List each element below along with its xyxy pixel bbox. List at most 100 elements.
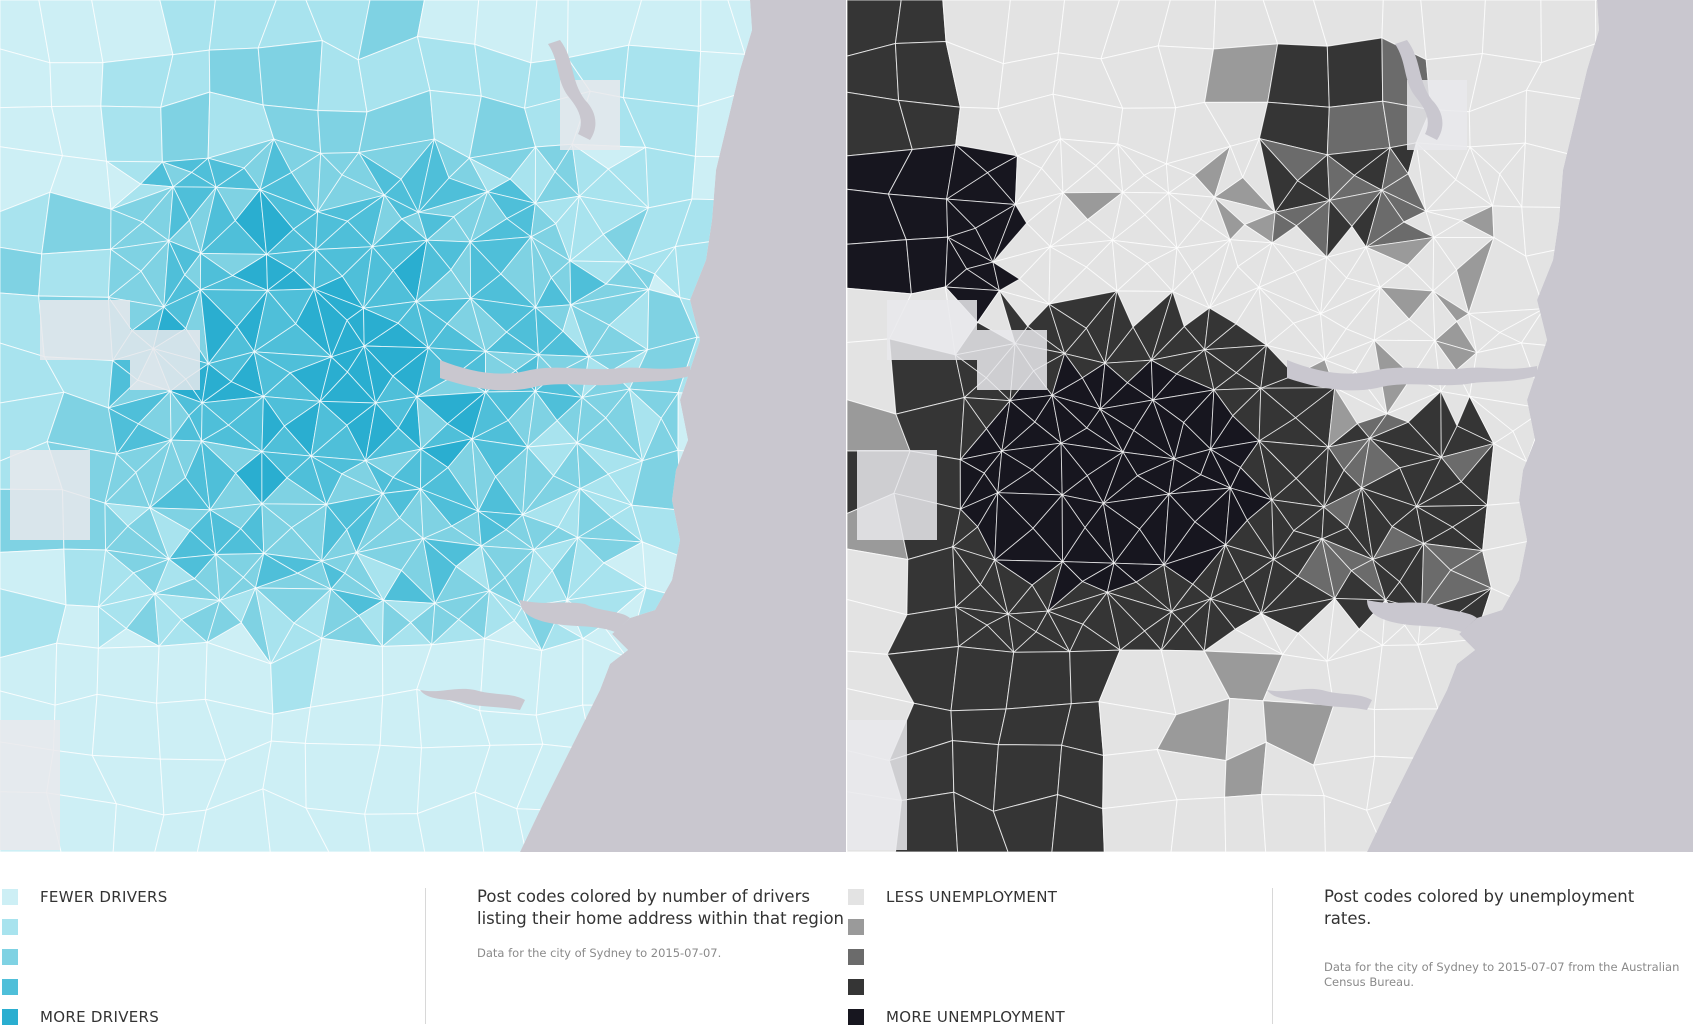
postcode-region	[199, 186, 236, 255]
postcode-region	[169, 389, 190, 442]
postcode-region	[530, 202, 557, 238]
postcode-region	[894, 0, 947, 45]
postcode-region	[1319, 256, 1348, 316]
postcode-region	[261, 395, 285, 453]
postcode-region	[320, 560, 346, 590]
postcode-region	[364, 402, 399, 462]
postcode-region	[200, 439, 237, 512]
legend-swatch	[2, 889, 18, 905]
postcode-region	[1365, 189, 1405, 249]
postcode-region	[1594, 0, 1599, 56]
postcode-region	[364, 813, 426, 852]
postcode-region	[1371, 558, 1401, 601]
postcode-region	[315, 211, 349, 251]
postcode-region	[1360, 486, 1393, 561]
postcode-region	[417, 211, 455, 241]
postcode-region	[1432, 289, 1458, 342]
postcode-region	[196, 788, 271, 852]
postcode-region	[1258, 387, 1297, 442]
postcode-region	[1415, 456, 1462, 508]
postcode-region	[416, 791, 485, 852]
postcode-region	[310, 455, 343, 506]
postcode-region	[950, 645, 1015, 712]
postcode-region	[1151, 398, 1185, 461]
postcode-region	[534, 306, 564, 356]
postcode-region	[1150, 359, 1178, 402]
postcode-region	[215, 553, 244, 602]
postcode-region	[1469, 396, 1514, 445]
postcode-region	[1172, 246, 1193, 293]
postcode-region	[534, 145, 556, 205]
postcode-region	[415, 239, 452, 303]
postcode-region	[954, 353, 988, 399]
postcode-region	[1261, 793, 1326, 852]
postcode-region	[1469, 146, 1501, 208]
postcode-region	[209, 508, 242, 556]
postcode-region	[97, 605, 128, 650]
postcode-region	[1326, 37, 1384, 108]
postcode-regions	[0, 0, 752, 852]
postcode-region	[628, 387, 662, 463]
unemployment-caption-text: Post codes colored by unemployment rates…	[1324, 887, 1635, 928]
postcode-region	[355, 492, 401, 554]
postcode-region	[1267, 43, 1330, 108]
legend-swatch	[2, 919, 18, 935]
postcode-region	[1224, 793, 1267, 852]
postcode-region	[992, 261, 1021, 292]
postcode-region	[1046, 560, 1084, 613]
postcode-region	[253, 350, 291, 398]
postcode-region	[49, 62, 104, 108]
postcode-region	[1326, 153, 1355, 202]
postcode-region	[1365, 246, 1409, 288]
postcode-region	[97, 549, 135, 608]
postcode-region	[1203, 597, 1236, 652]
postcode-region	[416, 395, 449, 451]
postcode-region	[993, 558, 1033, 616]
postcode-region	[1321, 537, 1352, 600]
postcode-region	[469, 190, 508, 243]
divider	[1272, 888, 1273, 1024]
postcode-region	[1326, 199, 1353, 259]
postcode-region	[371, 194, 403, 249]
postcode-region	[201, 362, 232, 404]
divider	[425, 888, 426, 1024]
postcode-region	[992, 793, 1059, 852]
postcode-region	[1209, 543, 1245, 600]
postcode-region	[521, 548, 553, 608]
postcode-region	[945, 144, 989, 201]
postcode-region	[944, 235, 968, 289]
postcode-region	[199, 288, 238, 365]
legend-swatch	[848, 979, 864, 995]
postcode-region	[1209, 447, 1242, 490]
postcode-region	[1258, 137, 1299, 214]
postcode-region	[522, 445, 554, 517]
postcode-region	[1049, 191, 1089, 248]
postcode-region	[576, 396, 607, 445]
postcode-region	[1005, 651, 1072, 710]
postcode-region	[154, 592, 182, 648]
postcode-region	[1373, 286, 1410, 342]
postcode-region	[953, 791, 1009, 852]
postcode-region	[1440, 391, 1458, 458]
postcode-region	[1260, 344, 1296, 389]
postcode-region	[1204, 307, 1237, 351]
postcode-region	[415, 300, 448, 349]
postcode-region	[1102, 450, 1138, 505]
postcode-region	[477, 510, 507, 547]
postcode-region	[1326, 100, 1391, 156]
postcode-region	[1271, 498, 1295, 561]
harbour-water	[1287, 360, 1537, 391]
postcode-region	[959, 458, 985, 511]
postcode-region	[1102, 799, 1178, 852]
postcode-region	[569, 303, 610, 358]
postcode-region	[955, 606, 988, 648]
postcode-region	[950, 708, 1007, 746]
postcode-region	[104, 502, 129, 552]
postcode-region	[471, 438, 497, 513]
legend-swatch	[2, 1009, 18, 1025]
postcode-region	[107, 248, 142, 299]
postcode-region	[96, 645, 160, 704]
unshaded-area	[847, 720, 907, 850]
postcode-region	[1481, 0, 1543, 64]
postcode-region	[107, 359, 139, 410]
